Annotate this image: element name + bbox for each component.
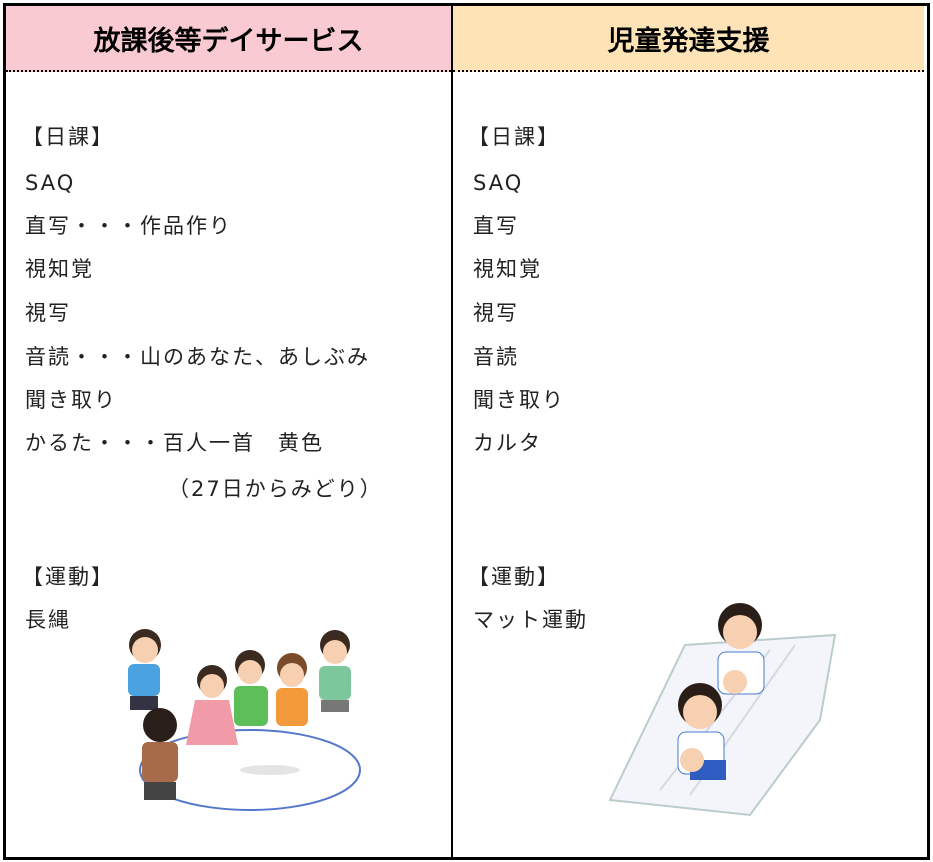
- table-frame: [3, 3, 930, 860]
- section-heading: 【運動】: [468, 565, 560, 589]
- list-item: 直写: [473, 214, 519, 238]
- section-heading: 【日課】: [468, 125, 560, 149]
- list-item: SAQ: [25, 171, 76, 195]
- column-divider: [451, 3, 453, 857]
- list-item: 視知覚: [25, 257, 94, 281]
- list-item: 聞き取り: [473, 388, 565, 412]
- section-heading: 【運動】: [22, 565, 114, 589]
- list-item: 視写: [25, 301, 71, 325]
- list-item: マット運動: [473, 608, 588, 632]
- list-item: 視知覚: [473, 257, 542, 281]
- list-item: 直写・・・作品作り: [25, 214, 232, 238]
- list-item: 音読: [473, 345, 519, 369]
- column-header: 児童発達支援: [453, 6, 924, 72]
- list-item: （27日からみどり）: [168, 477, 383, 501]
- list-item: 長縄: [25, 608, 71, 632]
- list-item: かるた・・・百人一首 黄色: [25, 431, 324, 455]
- list-item: SAQ: [473, 171, 524, 195]
- mat-exercise-illustration: [608, 603, 837, 817]
- column-header: 放課後等デイサービス: [6, 6, 451, 72]
- list-item: 聞き取り: [25, 388, 117, 412]
- list-item: 音読・・・山のあなた、あしぶみ: [25, 345, 370, 369]
- list-item: カルタ: [473, 431, 542, 455]
- jump-rope-illustration: [128, 629, 361, 811]
- section-heading: 【日課】: [22, 125, 114, 149]
- list-item: 視写: [473, 301, 519, 325]
